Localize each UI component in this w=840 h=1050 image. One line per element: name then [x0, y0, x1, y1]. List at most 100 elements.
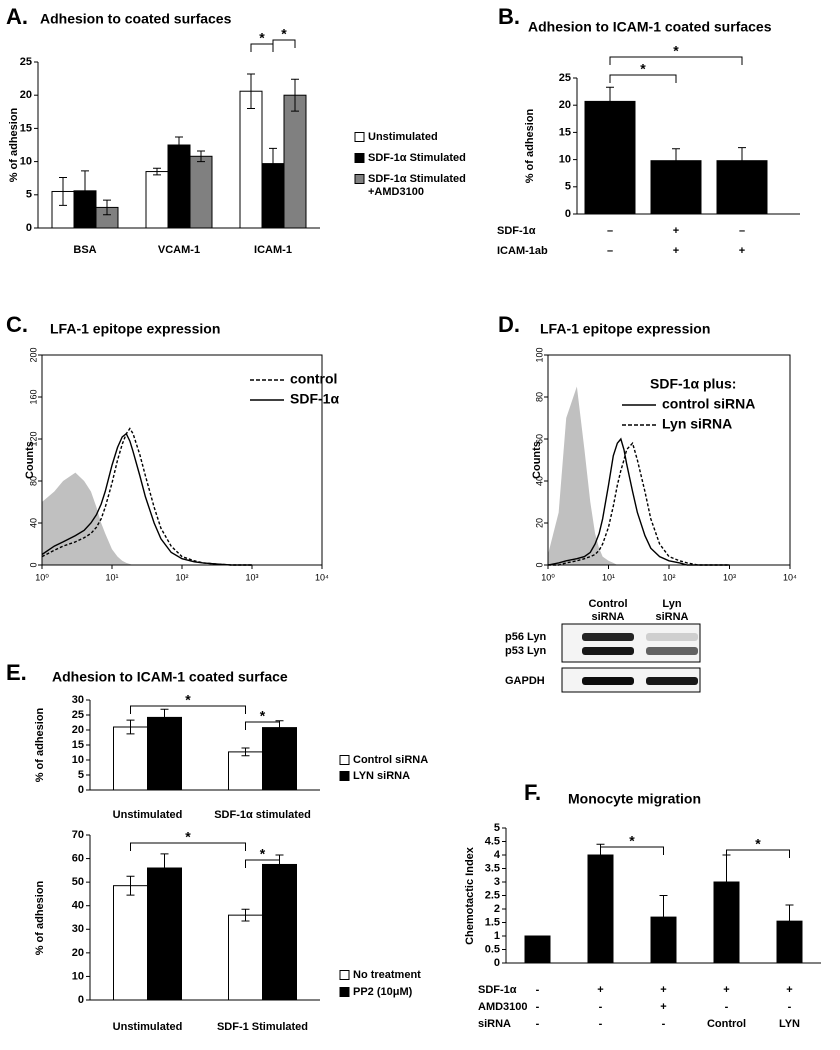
x-tick-label: Unstimulated — [113, 1021, 183, 1033]
error-bar — [126, 719, 135, 735]
x-tick-label: 10³ — [723, 572, 736, 582]
blot-band — [646, 647, 698, 655]
legend-label: Unstimulated — [368, 131, 438, 143]
significance-label: * — [185, 829, 191, 845]
y-tick-label: 4 — [494, 849, 501, 861]
row-value: + — [739, 245, 745, 257]
row-value: - — [599, 1018, 603, 1030]
y-tick-label: 160 — [28, 389, 38, 404]
y-axis-label: Chemotactic Index — [464, 846, 476, 945]
error-bar — [738, 147, 746, 175]
y-tick-label: 5 — [494, 822, 500, 834]
y-tick-label: 20 — [20, 89, 32, 101]
row-value: – — [739, 225, 745, 237]
lane-label: Lyn siRNA — [655, 598, 688, 623]
y-tick-label: 1 — [494, 930, 500, 942]
bar — [228, 914, 263, 1001]
x-tick-label: 10⁰ — [541, 572, 555, 582]
x-tick-label: 10³ — [245, 572, 258, 582]
significance-label: * — [755, 836, 761, 852]
error-bar — [269, 147, 277, 180]
error-bar — [291, 78, 299, 112]
x-tick-label: 10² — [175, 572, 188, 582]
x-tick-label: 10¹ — [105, 572, 118, 582]
legend-swatch — [339, 755, 350, 765]
y-tick-label: 40 — [534, 476, 544, 486]
legend-label: PP2 (10μM) — [353, 986, 413, 998]
error-bar — [126, 875, 135, 896]
row-value: + — [597, 984, 603, 996]
significance-label: * — [629, 833, 635, 849]
significance-bracket — [130, 705, 246, 714]
y-tick-label: 0 — [565, 208, 571, 220]
legend-label: SDF-1α — [290, 391, 339, 407]
y-tick-label: 20 — [72, 947, 84, 959]
y-tick-label: 30 — [72, 694, 84, 706]
legend-swatch — [354, 132, 365, 142]
y-axis-label: % of adhesion — [524, 108, 536, 183]
histogram-line — [547, 437, 730, 566]
chart-title: LFA-1 epitope expression — [50, 321, 220, 337]
y-tick-label: 40 — [28, 518, 38, 528]
row-value: + — [660, 984, 666, 996]
y-tick-label: 0 — [534, 562, 544, 567]
y-tick-label: 30 — [72, 923, 84, 935]
row-value: - — [536, 984, 540, 996]
legend-swatch — [339, 771, 350, 781]
y-tick-label: 0 — [28, 562, 38, 567]
legend-label: Lyn siRNA — [662, 416, 732, 432]
legend-label: control siRNA — [662, 396, 755, 412]
significance-bracket — [726, 849, 790, 858]
x-tick-label: 10⁴ — [783, 572, 797, 582]
row-value: - — [536, 1001, 540, 1013]
y-tick-label: 5 — [565, 181, 571, 193]
legend-swatch — [354, 153, 365, 163]
row-value: LYN — [779, 1018, 800, 1030]
row-value: - — [536, 1018, 540, 1030]
significance-bracket — [600, 846, 664, 855]
significance-label: * — [640, 61, 646, 77]
row-value: + — [673, 225, 679, 237]
error-bar — [672, 148, 680, 174]
y-tick-label: 10 — [20, 156, 32, 168]
row-value: - — [662, 1018, 666, 1030]
y-tick-label: 25 — [72, 709, 84, 721]
bar — [283, 94, 307, 229]
bar — [113, 726, 148, 791]
row-value: + — [786, 984, 792, 996]
error-bar — [785, 904, 794, 938]
bar — [167, 144, 191, 229]
bar — [147, 867, 182, 1001]
significance-label: * — [673, 43, 679, 59]
y-tick-label: 15 — [20, 122, 32, 134]
band-label: p53 Lyn — [505, 645, 546, 657]
band-label: p56 Lyn — [505, 631, 546, 643]
significance-label: * — [185, 692, 191, 708]
y-tick-label: 200 — [28, 347, 38, 362]
bar — [228, 751, 263, 791]
x-tick-label: VCAM-1 — [158, 244, 200, 256]
panel-label: A. — [6, 4, 28, 29]
y-axis-label: % of adhesion — [34, 880, 46, 955]
y-tick-label: 60 — [534, 434, 544, 444]
error-bar — [197, 150, 205, 163]
legend-label: SDF-1α Stimulated — [368, 152, 466, 164]
significance-bracket — [130, 842, 246, 851]
error-bar — [659, 895, 668, 940]
bar — [262, 863, 297, 1001]
legend-label: SDF-1α Stimulated +AMD3100 — [368, 173, 466, 198]
row-value: - — [725, 1001, 729, 1013]
histogram-line — [41, 427, 252, 566]
histogram-area — [548, 386, 730, 565]
y-tick-label: 0 — [494, 957, 500, 969]
error-bar — [81, 170, 89, 212]
panel-label: B. — [498, 4, 520, 29]
bar — [262, 727, 297, 791]
significance-label: * — [260, 846, 266, 862]
error-bar — [153, 167, 161, 176]
error-bar — [175, 136, 183, 154]
significance-label: * — [281, 26, 287, 42]
error-bar — [241, 747, 250, 757]
y-tick-label: 2.5 — [485, 889, 500, 901]
chart-title: Adhesion to coated surfaces — [40, 11, 232, 27]
